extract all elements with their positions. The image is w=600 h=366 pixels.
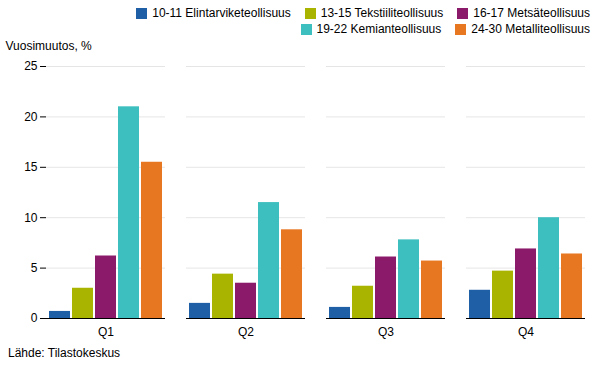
svg-text:20: 20	[24, 110, 38, 124]
svg-text:Q3: Q3	[378, 325, 394, 339]
html-text:10-11 Elintarviketeollisuus: 10-11 Elintarviketeollisuus	[152, 6, 291, 20]
svg-text:10: 10	[24, 211, 38, 225]
svg-text:Q4: Q4	[518, 325, 534, 339]
svg-text:0: 0	[31, 311, 38, 325]
html-text:Lähde: Tilastokeskus: Lähde: Tilastokeskus	[8, 346, 121, 360]
html-text:13-15 Tekstiiliteollisuus: 13-15 Tekstiiliteollisuus	[320, 6, 444, 20]
html-text:19-22 Kemianteollisuus: 19-22 Kemianteollisuus	[316, 22, 442, 36]
svg-text:5: 5	[31, 261, 38, 275]
svg-text:25: 25	[24, 59, 38, 73]
svg-text:15: 15	[24, 160, 38, 174]
html-text:24-30 Metalliteollisuus: 24-30 Metalliteollisuus	[471, 22, 590, 36]
svg-text:Q1: Q1	[98, 325, 114, 339]
svg-text:Q2: Q2	[238, 325, 254, 339]
svg-text:Vuosimuutos, %: Vuosimuutos, %	[6, 39, 93, 53]
html-text:16-17 Metsäteollisuus: 16-17 Metsäteollisuus	[473, 6, 590, 20]
